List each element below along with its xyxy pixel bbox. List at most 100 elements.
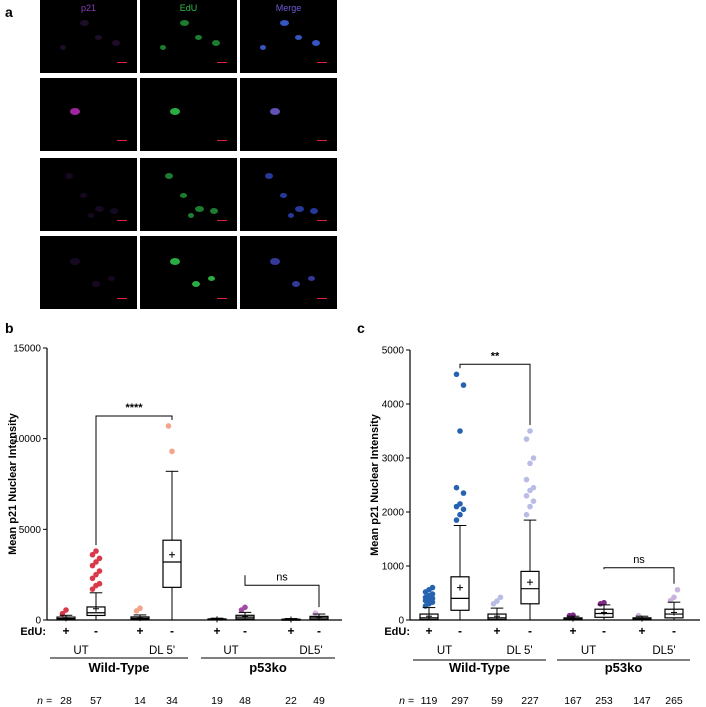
outlier-point [453,484,460,491]
nucleus [160,45,166,50]
box [450,576,470,611]
scale-bar [117,298,127,299]
nucleus [310,208,318,214]
treatment-label: UT [73,645,88,657]
treatment-label: DL 5' [149,645,175,657]
box-group [594,599,614,621]
box-group [664,586,684,621]
n-value: 57 [90,695,102,707]
nucleus [292,281,300,287]
nucleus [60,45,66,50]
channel-label: Merge [275,3,302,13]
edu-value: - [602,624,606,638]
nucleus [308,276,315,281]
y-tick-label: 15000 [13,344,41,355]
micrograph-tile [240,158,337,231]
scale-bar [217,62,227,63]
outlier-point [93,548,99,554]
y-tick-label: 2000 [382,508,405,519]
edu-value: - [458,624,462,638]
outlier-point [89,551,96,558]
n-value: 14 [134,695,146,707]
outlier-point [96,580,103,587]
treatment-label: UT [437,645,452,657]
outlier-point [671,594,677,601]
edu-value: - [170,624,174,638]
outlier-point [429,584,436,591]
micrograph-tile [140,78,237,151]
outlier-point [242,604,248,611]
outlier-point [527,460,533,467]
nucleus [92,281,100,287]
outlier-point [89,562,96,569]
outlier-point [530,484,537,491]
scale-bar [217,298,227,299]
outlier-point [527,428,533,434]
panel-label-c: c [357,320,365,336]
nucleus [170,258,180,265]
edu-value: - [243,624,247,638]
box-group [207,616,227,623]
scale-bar [317,140,327,141]
significance-bracket [95,415,173,546]
treatment-label: DL5' [299,645,322,657]
edu-value: + [287,624,294,638]
outlier-point [312,610,319,616]
significance-label: **** [125,402,143,414]
y-tick-label: 0 [398,616,404,627]
n-value: 119 [421,695,438,707]
outlier-point [635,612,642,619]
n-value: 19 [211,695,223,707]
edu-value: + [569,624,576,638]
channel-label: EdU [179,3,198,13]
y-tick-label: 5000 [19,525,42,536]
nucleus [80,193,87,198]
nucleus [112,40,120,46]
nucleus [80,20,89,26]
nucleus [70,258,80,265]
box-group [632,612,652,622]
panel-label-a: a [5,4,13,20]
box-group [281,616,301,623]
significance-bracket [459,363,531,425]
n-value: 147 [633,695,651,707]
box-group [56,607,76,622]
micrograph-tile [240,236,337,309]
outlier-point [165,423,172,429]
n-value: 28 [60,695,72,707]
nucleus [312,40,320,46]
n-value: 253 [595,695,613,707]
y-tick-label: 5000 [382,346,405,357]
nucleus [180,193,187,198]
box-group [450,371,470,621]
micrograph-tile [40,78,137,151]
genotype-label: p53ko [605,660,643,675]
micrograph-tile: EdU [140,0,237,73]
edu-value: - [317,624,321,638]
n-value: 167 [564,695,582,707]
significance-bracket [244,575,320,608]
outlier-point [523,511,530,518]
outlier-point [89,586,96,592]
n-value: 48 [239,695,251,707]
outlier-point [457,428,463,434]
micrograph-tile [140,158,237,231]
box-group [86,548,106,621]
scale-bar [317,62,327,63]
y-tick-label: 1000 [382,562,405,573]
chart-c: 0 1000 2000 3000 4000 5000 Mean p21 Nuclear In… [369,346,700,707]
nucleus [208,276,215,281]
micrograph-tile: Merge [240,0,337,73]
micrograph-tile [240,78,337,151]
nucleus [170,108,180,115]
outlier-point [453,517,460,523]
nucleus [108,276,115,281]
scale-bar [117,220,127,221]
edu-value: - [672,624,676,638]
scale-bar [117,62,127,63]
outlier-point [523,476,530,483]
nucleus [70,108,80,115]
nucleus [95,206,104,212]
nucleus [195,206,204,212]
y-axis-label: Mean p21 Nuclear Intensity [369,413,381,556]
